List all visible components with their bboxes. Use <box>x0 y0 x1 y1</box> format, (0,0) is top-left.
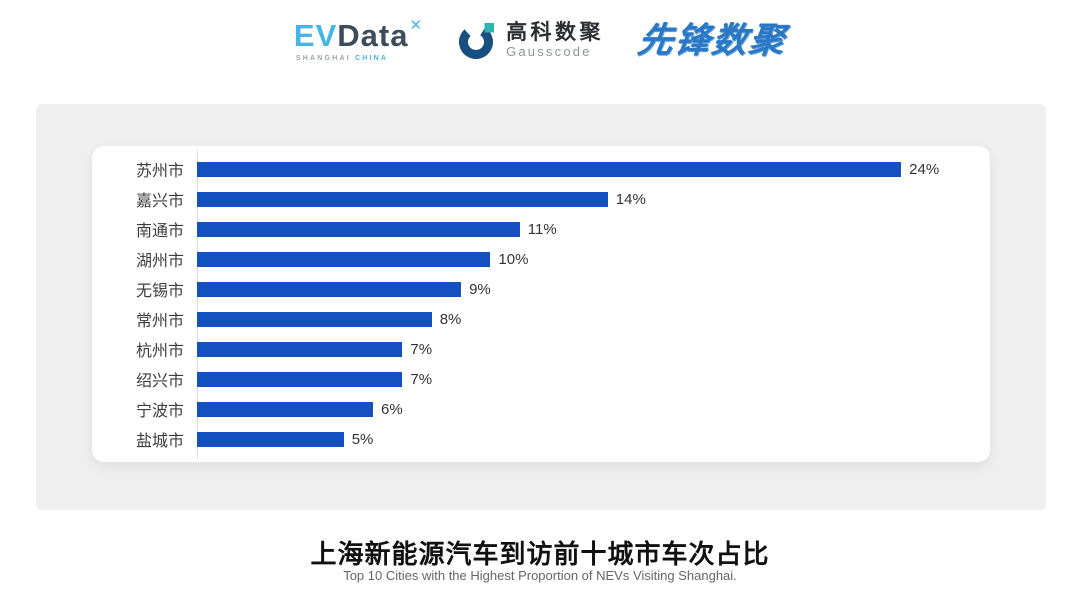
evdata-logo: EVData✕ SHANGHAI CHINA <box>294 18 423 62</box>
bar-row: 湖州市 10% <box>92 244 990 274</box>
bar <box>197 311 432 327</box>
evdata-data-text: Data <box>337 18 409 53</box>
bar-track: 7% <box>197 364 990 394</box>
value-label: 14% <box>615 190 646 208</box>
evdata-subtitle: SHANGHAI CHINA <box>296 55 388 62</box>
bar-row: 宁波市 6% <box>92 394 990 424</box>
value-label: 7% <box>410 370 433 388</box>
bar-track: 8% <box>197 304 990 334</box>
bar-row: 盐城市 5% <box>92 424 990 454</box>
gausscode-logo: 高科数聚 Gausscode <box>457 20 604 60</box>
category-label: 无锡市 <box>135 283 184 300</box>
value-label: 8% <box>439 310 462 328</box>
value-label: 10% <box>498 250 529 268</box>
category-label: 南通市 <box>135 223 184 240</box>
bar <box>197 251 491 267</box>
value-label: 7% <box>410 340 433 358</box>
xianfeng-logo: 先锋数聚 <box>635 20 789 60</box>
bar <box>197 401 374 417</box>
value-label: 11% <box>527 220 557 238</box>
evdata-china-text: CHINA <box>355 55 389 62</box>
bar-track: 10% <box>197 244 990 274</box>
bar <box>197 281 462 297</box>
bar-track: 6% <box>197 394 990 424</box>
bar <box>197 371 403 387</box>
gausscode-g-icon <box>457 20 497 60</box>
bar-row: 苏州市 24% <box>92 154 990 184</box>
evdata-shanghai-text: SHANGHAI <box>295 55 351 62</box>
gausscode-en-text: Gausscode <box>506 43 592 59</box>
bar <box>197 431 344 447</box>
bar <box>197 341 403 357</box>
category-label: 宁波市 <box>135 403 184 420</box>
chart-subtitle: Top 10 Cities with the Highest Proportio… <box>343 568 737 583</box>
value-label: 5% <box>351 430 374 448</box>
category-label: 杭州市 <box>135 343 184 360</box>
bar-row: 无锡市 9% <box>92 274 990 304</box>
category-label: 苏州市 <box>135 163 184 180</box>
chart-card: 苏州市 24% 嘉兴市 14% 南通市 11% 湖州市 10% 无锡市 9% 常州市 8% 杭州市 7% 绍… <box>92 146 990 462</box>
bar <box>197 161 902 177</box>
bar-track: 9% <box>197 274 990 304</box>
y-axis-line <box>197 150 198 458</box>
bar <box>197 191 608 207</box>
category-label: 盐城市 <box>135 433 184 450</box>
category-label: 绍兴市 <box>135 373 184 390</box>
bar-track: 11% <box>197 214 990 244</box>
bar-track: 24% <box>197 154 990 184</box>
evdata-x-icon: ✕ <box>409 17 424 34</box>
bar-chart: 苏州市 24% 嘉兴市 14% 南通市 11% 湖州市 10% 无锡市 9% 常州市 8% 杭州市 7% 绍… <box>92 154 990 454</box>
bar <box>197 221 520 237</box>
category-label: 嘉兴市 <box>135 193 184 210</box>
value-label: 9% <box>469 280 491 298</box>
gausscode-cn-text: 高科数聚 <box>506 20 605 44</box>
bar-row: 常州市 8% <box>92 304 990 334</box>
bar-row: 杭州市 7% <box>92 334 990 364</box>
bar-row: 嘉兴市 14% <box>92 184 990 214</box>
chart-title: 上海新能源汽车到访前十城市车次占比 <box>310 539 770 569</box>
bar-track: 7% <box>197 334 990 364</box>
bar-track: 14% <box>197 184 990 214</box>
logo-strip: EVData✕ SHANGHAI CHINA 高科数聚 Gausscode 先锋… <box>0 18 1080 62</box>
gausscode-texts: 高科数聚 Gausscode <box>506 21 604 59</box>
bar-track: 5% <box>197 424 990 454</box>
category-label: 湖州市 <box>135 253 184 270</box>
bar-row: 南通市 11% <box>92 214 990 244</box>
bar-row: 绍兴市 7% <box>92 364 990 394</box>
value-label: 24% <box>909 160 940 178</box>
evdata-wordmark: EVData✕ <box>294 18 423 51</box>
value-label: 6% <box>381 400 403 418</box>
evdata-ev-text: EV <box>293 18 338 53</box>
category-label: 常州市 <box>135 313 184 330</box>
